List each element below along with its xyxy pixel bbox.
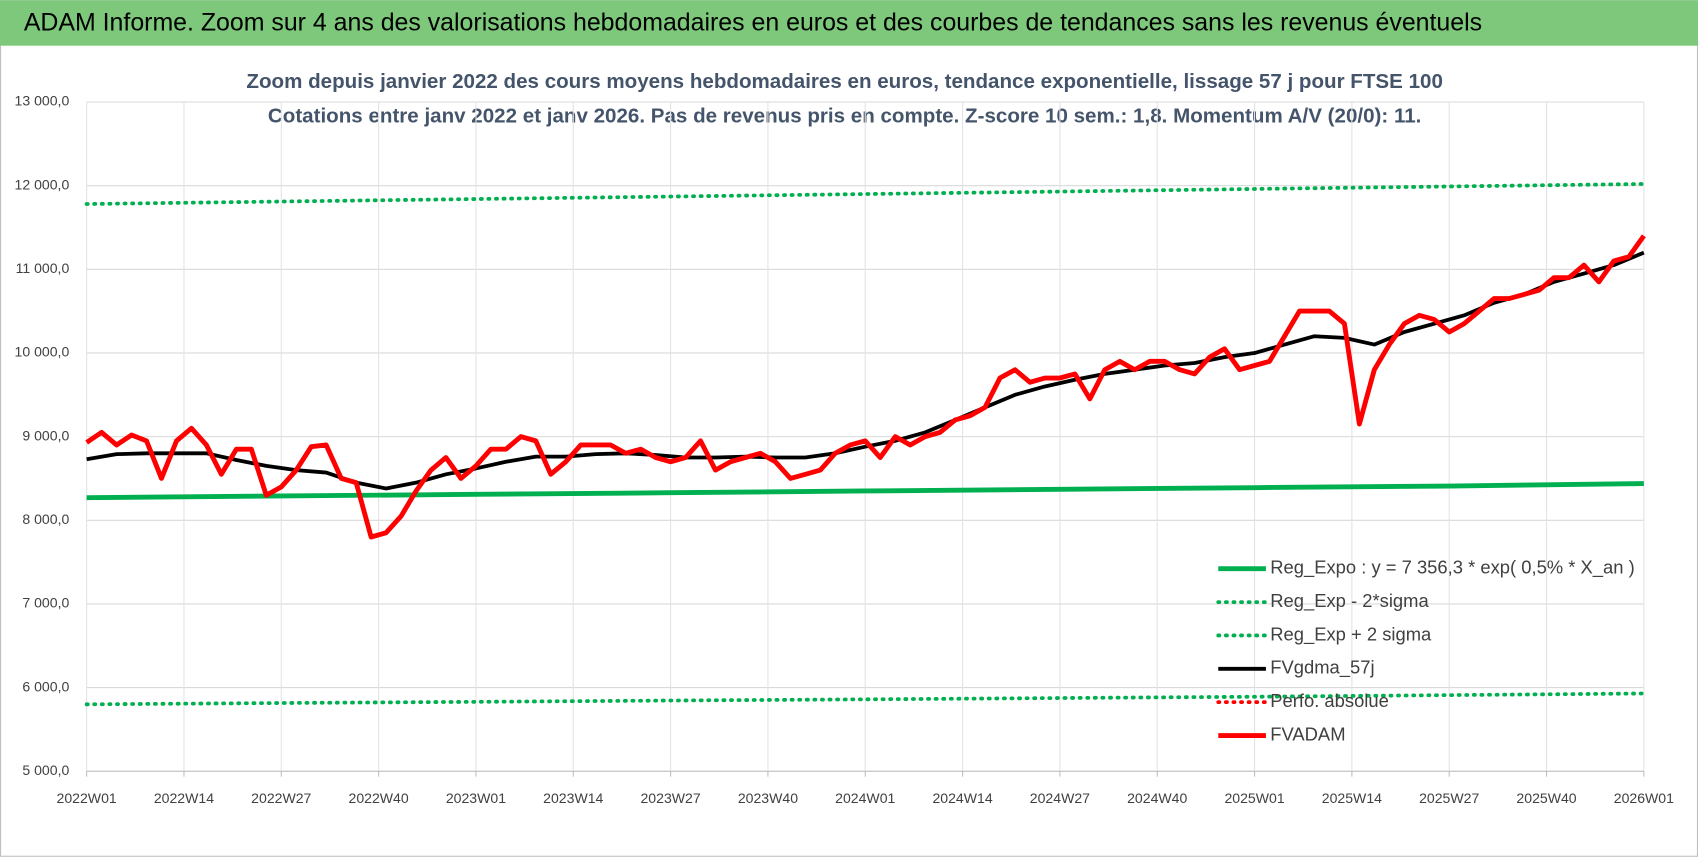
header-banner [0, 0, 1698, 46]
x-tick-label: 2024W14 [932, 790, 992, 806]
x-tick-label: 2024W40 [1127, 790, 1187, 806]
x-tick-label: 2024W01 [835, 790, 895, 806]
y-tick-label: 7 000,0 [22, 595, 69, 611]
header-title: ADAM Informe. Zoom sur 4 ans des valoris… [24, 9, 1482, 37]
y-tick-label: 12 000,0 [15, 176, 70, 192]
series-line [84, 691, 1646, 707]
y-tick-label: 8 000,0 [22, 511, 69, 527]
y-tick-label: 13 000,0 [15, 93, 70, 109]
x-tick-label: 2025W14 [1322, 790, 1382, 806]
series-line [84, 182, 1646, 206]
x-tick-label: 2023W14 [543, 790, 603, 806]
x-tick-label: 2026W01 [1614, 790, 1674, 806]
x-tick-label: 2023W40 [738, 790, 798, 806]
legend-label: FVgdma_57j [1270, 657, 1374, 679]
y-tick-label: 11 000,0 [16, 260, 70, 276]
x-tick-label: 2024W27 [1030, 790, 1090, 806]
y-tick-label: 6 000,0 [22, 678, 69, 694]
legend: Reg_Expo : y = 7 356,3 * exp( 0,5% * X_a… [1216, 557, 1635, 744]
x-tick-label: 2023W01 [446, 790, 506, 806]
x-tick-label: 2025W01 [1224, 790, 1284, 806]
legend-label: Reg_Expo : y = 7 356,3 * exp( 0,5% * X_a… [1270, 557, 1634, 579]
legend-label: Perfo. absolue [1270, 690, 1389, 711]
legend-label: Reg_Exp - 2*sigma [1270, 590, 1429, 612]
legend-label: Reg_Exp + 2 sigma [1270, 623, 1432, 645]
x-tick-label: 2025W27 [1419, 790, 1479, 806]
x-tick-label: 2022W40 [349, 790, 409, 806]
plot [84, 182, 1646, 707]
series-line [85, 234, 1646, 540]
y-tick-label: 5 000,0 [22, 762, 69, 778]
grid: 5 000,0 6 000,0 7 000,0 8 000,0 9 000,0 10 00… [15, 93, 1675, 806]
x-tick-label: 2025W40 [1516, 790, 1576, 806]
chart-subtitle: Cotations entre janv 2022 et janv 2026. … [268, 105, 1421, 128]
x-tick-label: 2022W01 [57, 790, 117, 806]
chart-title: Zoom depuis janvier 2022 des cours moyen… [246, 70, 1442, 93]
x-tick-label: 2022W14 [154, 790, 214, 806]
x-tick-label: 2022W27 [251, 790, 311, 806]
series-line [86, 481, 1644, 501]
y-tick-label: 9 000,0 [22, 427, 69, 443]
x-tick-label: 2023W27 [640, 790, 700, 806]
legend-label: FVADAM [1270, 723, 1345, 744]
y-tick-label: 10 000,0 [15, 344, 70, 360]
